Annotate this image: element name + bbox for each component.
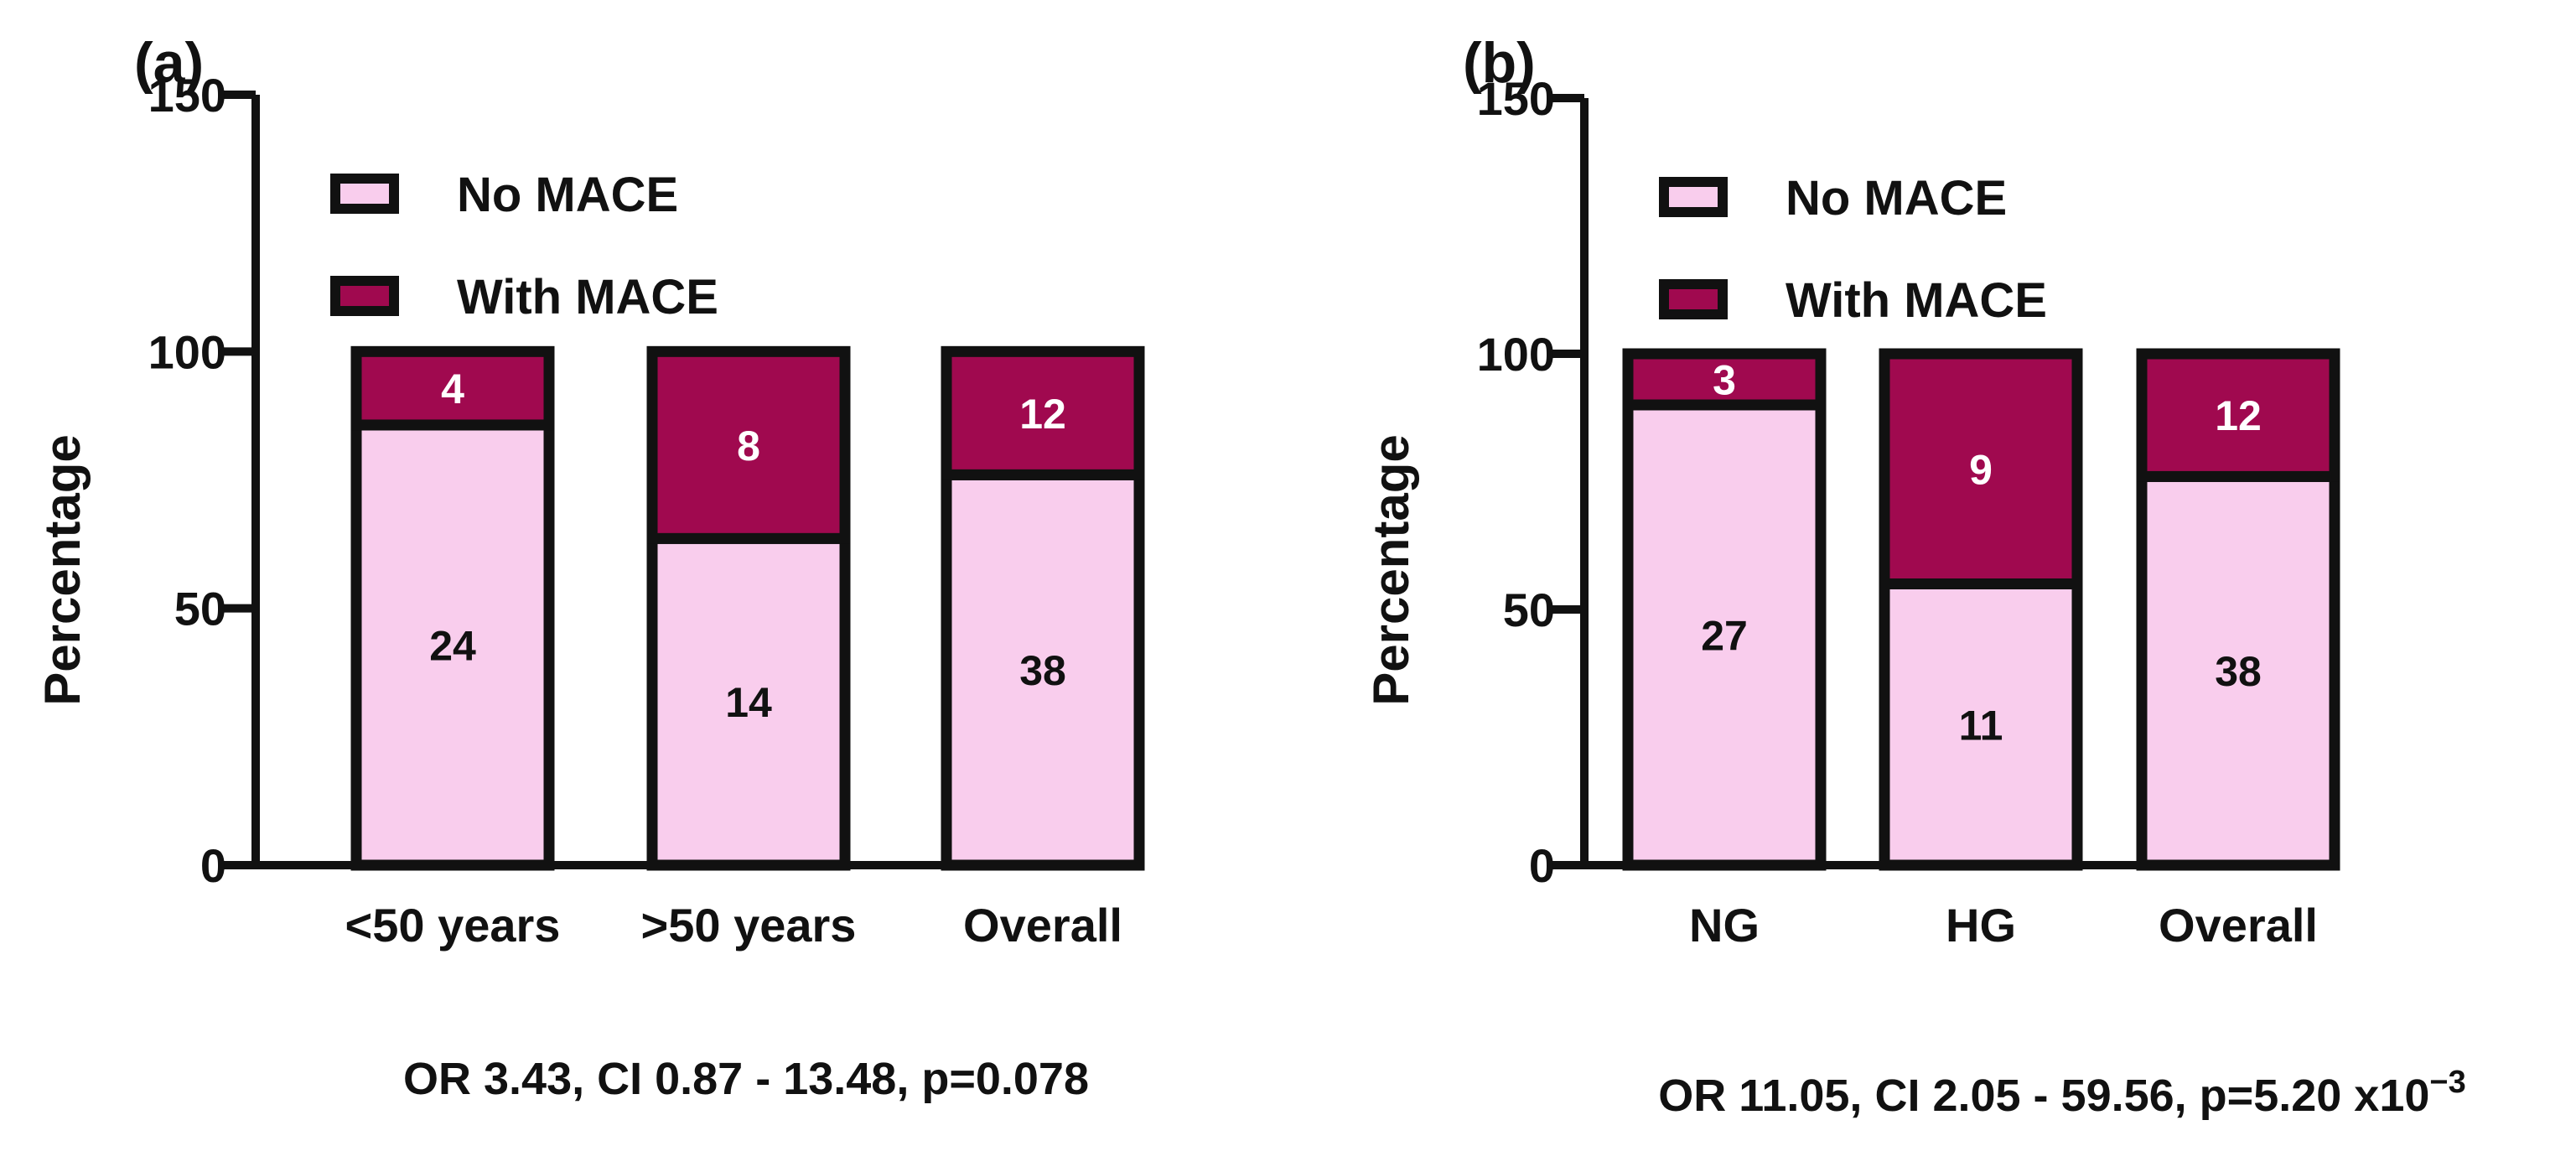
y-tick-label-150-a: 150: [148, 69, 226, 122]
y-tick-label-100-b: 100: [1477, 328, 1555, 381]
x-tick-label-50-years-a: <50 years: [345, 899, 561, 952]
axes-b: NG HG Overall 0 50 100 150: [1477, 72, 2339, 952]
y-tick-label-0-b: 0: [1529, 839, 1555, 892]
bar-segment-no-mace-50-years-a: [646, 532, 851, 871]
x-tick-label-overall-b: Overall: [2159, 899, 2318, 952]
panel-label-b: (b): [1463, 31, 1536, 95]
y-tick-label-150-b: 150: [1477, 72, 1555, 125]
legend-label-with-mace-b: With MACE: [1786, 273, 2047, 328]
chart-panel-a: (a) Percentage No MACE With MACE 24 4 14 8 3…: [34, 31, 1145, 1104]
bar-data-label-no-mace-ng-b: 27: [1701, 613, 1748, 660]
y-tick-label-0-a: 0: [200, 839, 226, 892]
x-tick-label-overall-a: Overall: [963, 899, 1122, 952]
bar-segment-with-mace-overall-a: [941, 345, 1145, 480]
y-tick-label-50-a: 50: [174, 583, 226, 635]
legend-label-no-mace-b: No MACE: [1786, 171, 2007, 226]
bar-segment-with-mace-ng-b: [1622, 348, 1827, 411]
bar-data-label-with-mace-hg-b: 9: [1969, 446, 1993, 493]
bar-data-label-with-mace-ng-b: 3: [1713, 357, 1736, 404]
footer-text-b: OR 11.05, CI 2.05 - 59.56, p=5.20 x10: [1658, 1071, 2429, 1121]
y-tick-label-100-a: 100: [148, 325, 226, 378]
bar-data-label-with-mace-50-years-a: 8: [737, 423, 760, 469]
bar-data-label-no-mace-overall-b: 38: [2215, 648, 2262, 695]
bar-data-label-no-mace-50-years-a: 24: [429, 622, 476, 669]
bar-segment-no-mace-50-years-a: [350, 419, 555, 871]
axes-a: <50 years >50 years Overall 0 50 100 150: [148, 69, 1140, 952]
bar-data-label-no-mace-50-years-a: 14: [725, 679, 772, 726]
bar-segment-with-mace-hg-b: [1879, 348, 2083, 589]
y-axis-title-b: Percentage: [1363, 434, 1419, 706]
x-tick-label-50-years-a: >50 years: [641, 899, 857, 952]
bar-data-label-with-mace-overall-b: 12: [2215, 392, 2262, 439]
legend-label-with-mace-a: With MACE: [457, 270, 718, 324]
bar-segment-with-mace-overall-b: [2136, 348, 2340, 482]
bar-segment-with-mace-50-years-a: [350, 345, 555, 431]
legend-b: No MACE With MACE: [1659, 171, 2047, 328]
bar-data-label-no-mace-hg-b: 11: [1959, 702, 2003, 749]
legend-swatch-no-mace-a: [330, 174, 399, 214]
bar-segment-no-mace-overall-b: [2136, 470, 2340, 871]
bar-segment-with-mace-50-years-a: [646, 345, 851, 544]
bar-data-label-no-mace-overall-a: 38: [1019, 647, 1066, 694]
footer-stats-b: OR 11.05, CI 2.05 - 59.56, p=5.20 x10−3: [1658, 1065, 2465, 1121]
footer-text-a: OR 3.43, CI 0.87 - 13.48, p=0.078: [403, 1054, 1089, 1104]
panel-label-a: (a): [134, 31, 204, 95]
footer-stats-a: OR 3.43, CI 0.87 - 13.48, p=0.078: [403, 1054, 1089, 1104]
x-tick-label-ng-b: NG: [1689, 899, 1760, 952]
bars-b: 27 3 11 9 38 12: [1622, 348, 2340, 871]
bar-segment-no-mace-hg-b: [1879, 578, 2083, 871]
legend-swatch-with-mace-b: [1659, 279, 1728, 319]
y-tick-label-50-b: 50: [1503, 583, 1555, 636]
legend-swatch-no-mace-b: [1659, 177, 1728, 217]
chart-panel-b: (b) Percentage No MACE With MACE 27 3 11 9 3…: [1363, 31, 2466, 1121]
bar-data-label-with-mace-50-years-a: 4: [441, 366, 464, 412]
bar-data-label-with-mace-overall-a: 12: [1019, 391, 1066, 438]
y-axis-title-a: Percentage: [34, 434, 91, 706]
legend-a: No MACE With MACE: [330, 168, 718, 324]
legend-swatch-with-mace-a: [330, 276, 399, 316]
x-tick-label-hg-b: HG: [1946, 899, 2016, 952]
bars-a: 24 4 14 8 38 12: [350, 345, 1145, 871]
legend-label-no-mace-a: No MACE: [457, 168, 678, 222]
footer-superscript-b: −3: [2429, 1065, 2465, 1100]
